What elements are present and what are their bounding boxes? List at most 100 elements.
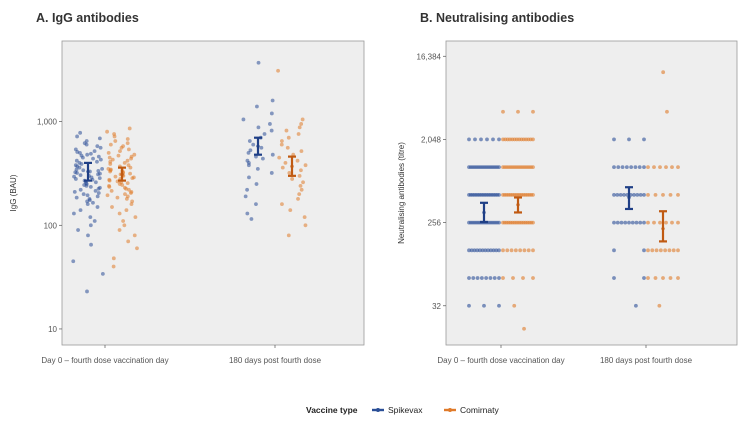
data-point [109, 188, 114, 193]
data-point [95, 144, 100, 149]
data-point [85, 289, 89, 294]
data-point [107, 178, 112, 183]
data-point [511, 276, 515, 280]
data-point [135, 246, 139, 251]
data-point [642, 276, 646, 280]
data-point [612, 192, 616, 197]
data-point [123, 192, 127, 196]
data-point [485, 137, 489, 142]
data-point [108, 142, 113, 147]
data-point [118, 149, 122, 153]
data-point [652, 220, 656, 225]
data-point [125, 181, 130, 186]
data-point [105, 129, 109, 134]
x-tick-label: 180 days post fourth dose [600, 356, 693, 365]
data-point [300, 117, 305, 122]
gmt-errorbar-comirnaty-1 [659, 210, 667, 243]
data-point [113, 139, 118, 143]
panel-background [445, 40, 738, 346]
data-point [624, 165, 629, 170]
data-point [296, 196, 300, 201]
data-point [480, 248, 485, 253]
data-point [671, 248, 676, 253]
data-point [467, 137, 471, 142]
data-point [122, 223, 127, 228]
data-point [98, 157, 103, 162]
data-point [88, 215, 93, 219]
data-point [96, 168, 101, 173]
data-point [475, 248, 480, 253]
data-point [657, 303, 662, 308]
data-point [276, 68, 280, 73]
data-point [303, 223, 308, 228]
data-point [482, 303, 486, 308]
data-point [128, 171, 132, 176]
data-point [269, 111, 274, 116]
panel-background [61, 40, 365, 346]
data-point [516, 109, 520, 114]
data-point [634, 220, 639, 225]
data-point [658, 165, 662, 170]
data-point [531, 165, 535, 170]
data-point [78, 173, 83, 178]
data-point [119, 145, 124, 150]
data-point [664, 220, 668, 225]
data-point [497, 303, 501, 308]
panel-neutralising: B. Neutralising antibodies 32 256 2,048 16,3… [397, 11, 738, 365]
data-point [245, 211, 250, 216]
data-point [676, 192, 680, 197]
series-spikevax-group-1 [612, 137, 646, 308]
data-point [269, 128, 274, 133]
gmt-errorbar-comirnaty-0 [118, 166, 126, 182]
data-point [262, 132, 267, 136]
data-point [129, 156, 133, 161]
data-point [96, 154, 101, 159]
data-point [246, 163, 251, 168]
data-point [95, 205, 100, 209]
data-point [512, 303, 517, 308]
data-point [497, 276, 501, 280]
data-point [286, 233, 291, 238]
data-point [81, 192, 86, 196]
data-point [96, 172, 100, 177]
data-point [296, 132, 301, 136]
data-point [107, 155, 112, 160]
data-point [531, 248, 535, 253]
data-point [518, 248, 523, 253]
data-point [97, 136, 102, 141]
series-comirnaty-group-1 [276, 68, 308, 238]
data-point [100, 271, 105, 276]
data-point [531, 276, 535, 280]
legend-item-comirnaty: Comirnaty [444, 405, 499, 415]
data-point [88, 223, 93, 228]
data-point [256, 125, 261, 130]
data-point [85, 193, 90, 198]
data-point [77, 165, 82, 170]
data-point [471, 276, 476, 280]
data-point [241, 117, 246, 122]
data-point [522, 326, 526, 331]
legend-item-spikevax: Spikevax [372, 405, 423, 415]
data-point [80, 155, 85, 160]
panel-title: B. Neutralising antibodies [420, 11, 574, 25]
data-point [467, 303, 471, 308]
data-point [95, 194, 100, 199]
data-point [111, 264, 116, 269]
data-point [78, 130, 83, 135]
data-point [301, 180, 305, 185]
data-point [501, 276, 505, 280]
gmt-errorbar-comirnaty-1 [288, 155, 296, 177]
data-point [612, 165, 616, 170]
data-point [246, 150, 251, 155]
data-point [110, 157, 115, 162]
data-point [254, 182, 259, 186]
gmt-errorbar-spikevax-1 [254, 136, 262, 156]
data-point [670, 165, 674, 170]
data-point [255, 104, 259, 109]
data-point [112, 134, 117, 139]
data-point [124, 208, 129, 213]
data-point [497, 137, 501, 142]
data-point [497, 165, 501, 170]
legend-key-point [448, 408, 452, 412]
data-point [287, 171, 292, 175]
